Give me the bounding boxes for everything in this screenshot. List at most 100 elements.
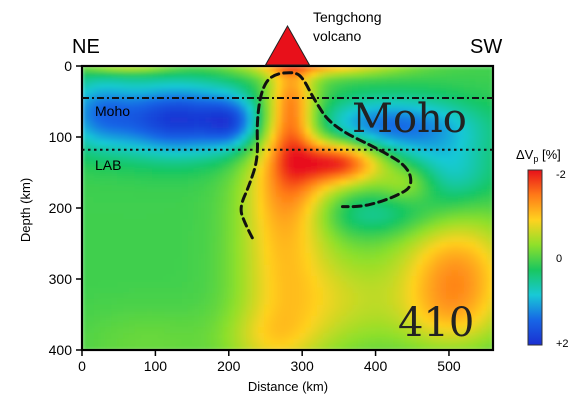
heatmap-cell	[463, 287, 471, 294]
heatmap-cell	[252, 321, 259, 329]
heatmap-cell	[457, 100, 465, 107]
heatmap-cell	[328, 196, 336, 204]
heatmap-cell	[211, 332, 218, 340]
heatmap-cell	[352, 134, 359, 141]
heatmap-cell	[258, 344, 265, 350]
heatmap-cell	[170, 179, 177, 187]
heatmap-cell	[287, 151, 295, 158]
heatmap-cell	[334, 276, 342, 283]
heatmap-cell	[99, 242, 107, 249]
heatmap-cell	[293, 247, 301, 255]
heatmap-cell	[187, 327, 195, 334]
heatmap-cell	[393, 293, 400, 300]
heatmap-cell	[469, 145, 477, 152]
heatmap-cell	[87, 128, 95, 135]
heatmap-cell	[258, 327, 265, 334]
heatmap-cell	[105, 253, 113, 260]
heatmap-cell	[322, 293, 330, 300]
heatmap-cell	[152, 117, 160, 124]
heatmap-cell	[170, 173, 177, 181]
heatmap-cell	[434, 287, 441, 294]
heatmap-cell	[170, 128, 177, 135]
heatmap-cell	[152, 139, 160, 147]
heatmap-cell	[134, 315, 142, 323]
heatmap-cell	[475, 190, 483, 198]
heatmap-cell	[164, 173, 171, 181]
heatmap-cell	[275, 117, 283, 124]
heatmap-cell	[205, 315, 212, 323]
heatmap-cell	[440, 196, 447, 204]
heatmap-cell	[234, 332, 242, 340]
heatmap-cell	[387, 253, 394, 260]
heatmap-cell	[310, 105, 318, 113]
heatmap-cell	[264, 83, 271, 90]
heatmap-cell	[170, 315, 177, 323]
heatmap-cell	[387, 276, 394, 283]
heatmap-cell	[187, 344, 195, 350]
heatmap-cell	[340, 264, 348, 272]
heatmap-cell	[422, 105, 430, 113]
heatmap-cell	[140, 270, 148, 277]
heatmap-cell	[410, 66, 418, 73]
heatmap-cell	[199, 225, 207, 232]
heatmap-cell	[134, 190, 142, 198]
heatmap-cell	[187, 338, 195, 346]
heatmap-cell	[275, 225, 283, 232]
heatmap-cell	[416, 94, 424, 101]
heatmap-cell	[293, 185, 301, 192]
heatmap-cell	[363, 156, 371, 164]
heatmap-cell	[205, 128, 212, 135]
heatmap-cell	[187, 151, 195, 158]
heatmap-cell	[363, 117, 371, 124]
heatmap-cell	[181, 190, 189, 198]
heatmap-cell	[293, 168, 301, 175]
heatmap-cell	[487, 315, 493, 323]
heatmap-cell	[252, 338, 259, 346]
heatmap-cell	[305, 162, 312, 170]
heatmap-cell	[99, 196, 107, 204]
heatmap-cell	[451, 100, 459, 107]
heatmap-cell	[269, 128, 277, 135]
heatmap-cell	[222, 134, 230, 141]
heatmap-cell	[310, 259, 318, 266]
heatmap-cell	[440, 270, 447, 277]
heatmap-cell	[352, 151, 359, 158]
heatmap-cell	[123, 230, 130, 238]
heatmap-cell	[234, 213, 242, 221]
heatmap-cell	[428, 344, 436, 350]
heatmap-cell	[299, 145, 306, 152]
heatmap-cell	[128, 259, 136, 266]
heatmap-cell	[316, 253, 324, 260]
heatmap-cell	[111, 276, 119, 283]
heatmap-cell	[205, 190, 212, 198]
heatmap-cell	[234, 304, 242, 312]
heatmap-cell	[334, 264, 342, 272]
heatmap-cell	[275, 219, 283, 226]
heatmap-cell	[305, 338, 312, 346]
heatmap-cell	[281, 225, 289, 232]
heatmap-cell	[404, 196, 412, 204]
heatmap-cell	[434, 293, 441, 300]
heatmap-cell	[287, 88, 295, 96]
heatmap-cell	[105, 219, 113, 226]
heatmap-cell	[399, 173, 406, 181]
heatmap-cell	[222, 190, 230, 198]
heatmap-cell	[258, 253, 265, 260]
heatmap-cell	[252, 128, 259, 135]
heatmap-cell	[352, 219, 359, 226]
heatmap-cell	[240, 259, 248, 266]
heatmap-cell	[357, 344, 365, 350]
heatmap-cell	[240, 315, 248, 323]
heatmap-cell	[328, 66, 336, 73]
heatmap-cell	[275, 230, 283, 238]
heatmap-cell	[469, 327, 477, 334]
heatmap-cell	[99, 327, 107, 334]
heatmap-cell	[451, 310, 459, 317]
heatmap-cell	[234, 281, 242, 289]
heatmap-cell	[369, 230, 377, 238]
heatmap-cell	[381, 236, 389, 243]
heatmap-cell	[175, 310, 183, 317]
heatmap-cell	[393, 94, 400, 101]
heatmap-cell	[446, 71, 453, 79]
heatmap-cell	[310, 281, 318, 289]
